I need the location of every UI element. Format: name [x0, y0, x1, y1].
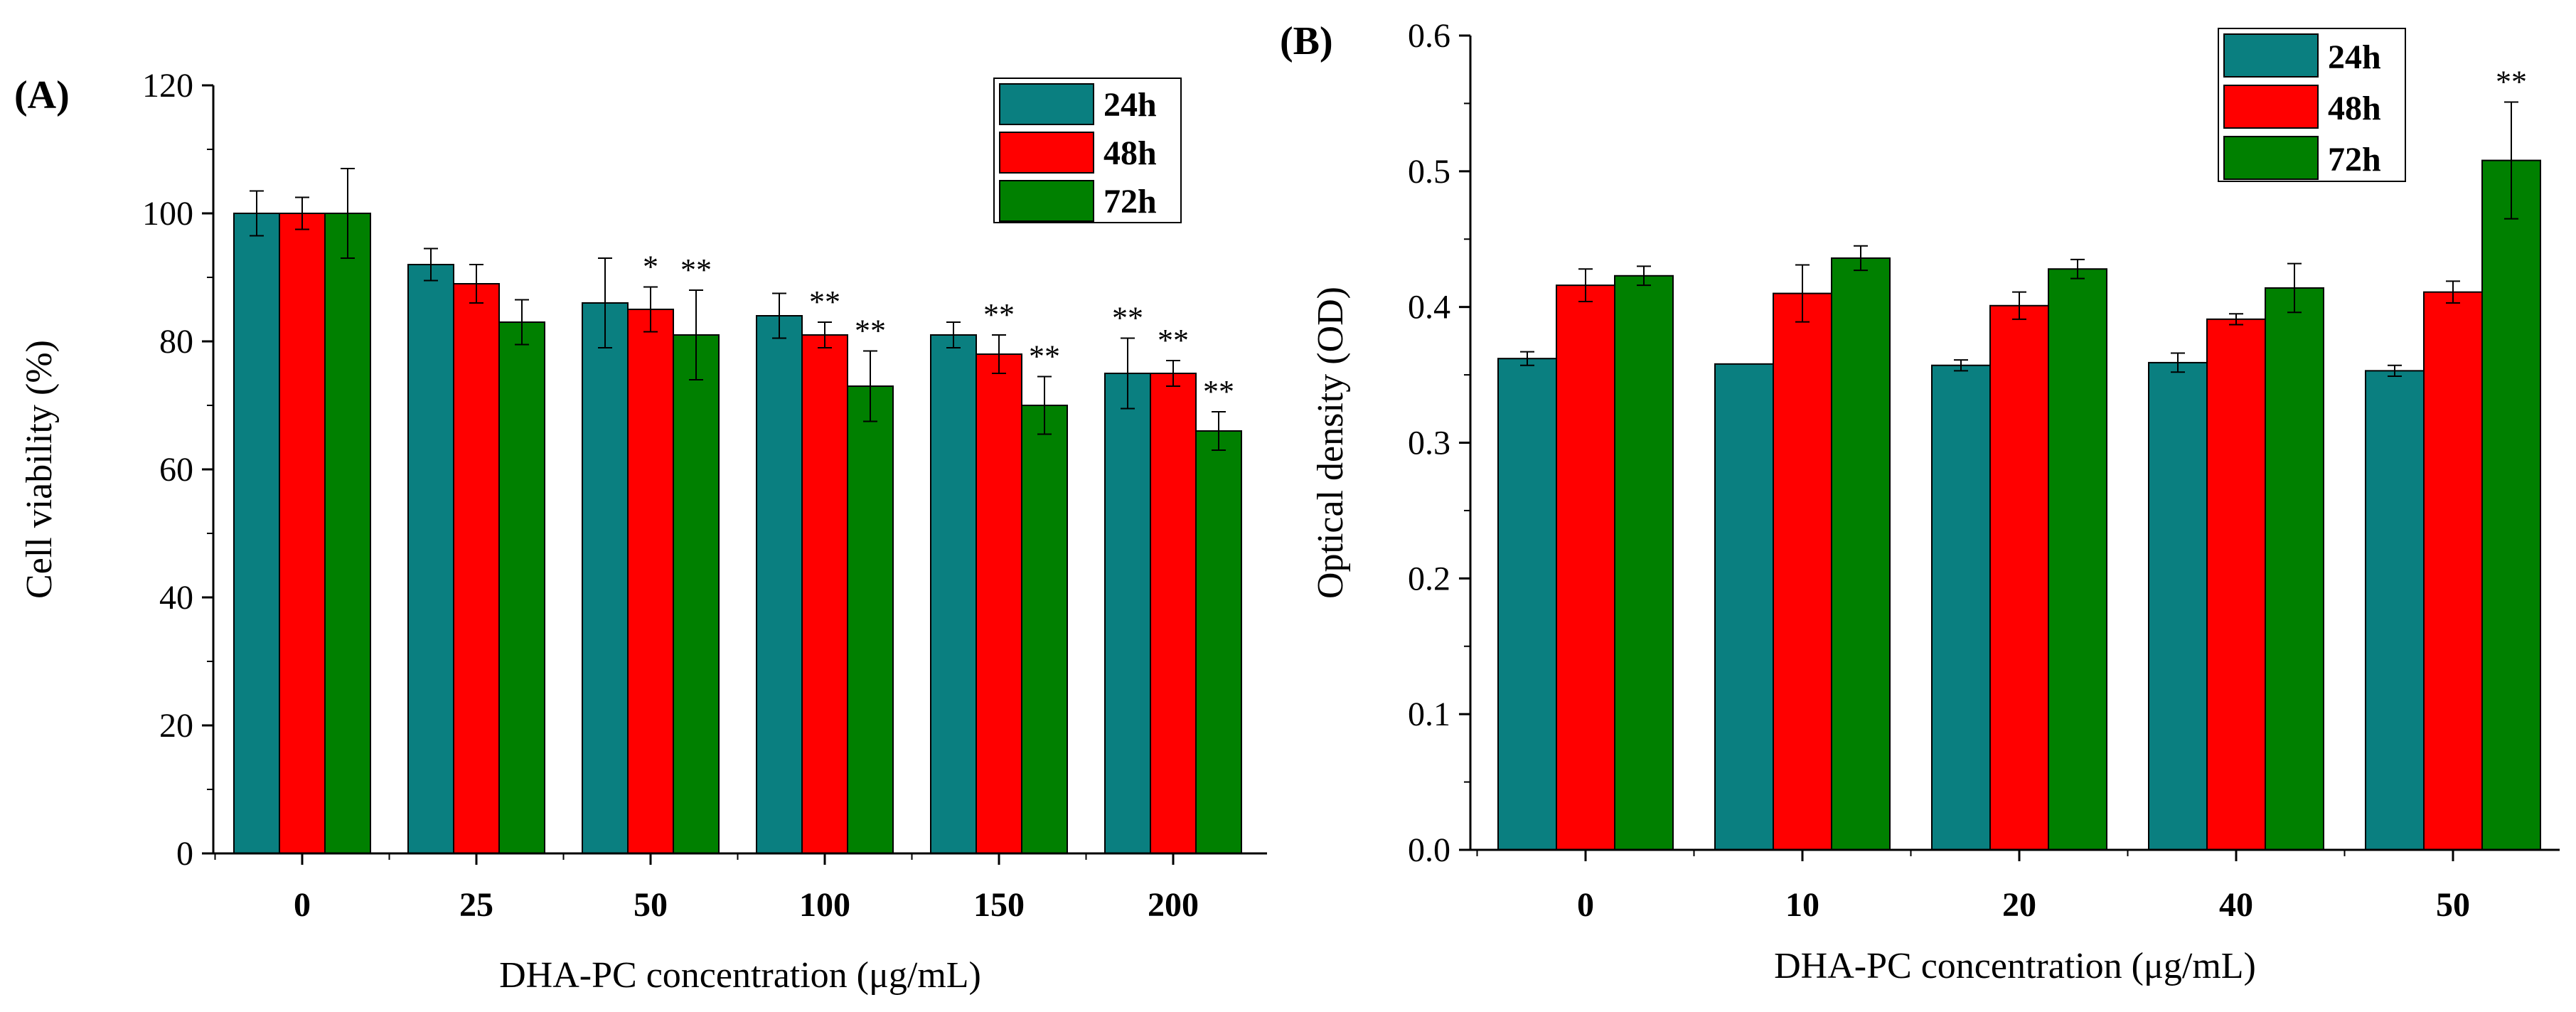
y-tick-label-a-80: 80	[159, 323, 193, 361]
panel-b-chart: (B) ** 0.0 0.1 0.2 0.3 0.4 0.5 0.6 0 10 20 40 50 DHA-…	[1280, 17, 2560, 986]
bar-b-24h-40	[2148, 361, 2208, 851]
y-axis-title-a: Cell viability (%)	[19, 340, 60, 599]
significance-a-72h-200: **	[1203, 374, 1234, 409]
legend-label-b-48h: 48h	[2328, 90, 2381, 127]
significance-a-72h-100: **	[855, 314, 886, 348]
bar-b-48h-20	[1989, 304, 2049, 851]
significance-a-48h-50: *	[643, 250, 658, 284]
bar-a-48h-150	[976, 353, 1022, 854]
y-tick-label-a-60: 60	[159, 451, 193, 489]
significance-a-48h-200: **	[1158, 323, 1189, 358]
significance-a-48h-100: **	[809, 284, 840, 319]
bar-a-24h-150	[930, 334, 977, 854]
legend-label-a-72h: 72h	[1103, 183, 1157, 220]
y-tick-label-b-0.5: 0.5	[1408, 153, 1450, 191]
x-tick-label-a-25: 25	[459, 886, 493, 924]
legend-swatch-a-72h	[999, 180, 1094, 222]
y-tick-label-b-0.1: 0.1	[1408, 696, 1450, 733]
bar-a-72h-25	[498, 321, 545, 854]
bar-a-24h-0	[233, 213, 280, 854]
bar-a-72h-100	[847, 385, 894, 854]
bar-b-48h-0	[1556, 284, 1615, 851]
y-tick-label-a-0: 0	[176, 835, 193, 873]
legend-swatch-a-24h	[999, 83, 1094, 125]
legend-swatch-b-48h	[2223, 85, 2319, 129]
significance-a-72h-150: **	[1029, 339, 1060, 374]
significance-a-72h-50: **	[680, 252, 712, 287]
bar-a-24h-25	[407, 264, 454, 854]
x-tick-label-b-0: 0	[1577, 886, 1594, 924]
legend-swatch-a-48h	[999, 132, 1094, 174]
bar-b-24h-20	[1931, 364, 1991, 851]
y-tick-label-a-20: 20	[159, 707, 193, 745]
x-tick-label-a-100: 100	[799, 886, 850, 924]
panel-a-letter: (A)	[14, 73, 70, 117]
y-tick-label-b-0.3: 0.3	[1408, 425, 1450, 462]
bar-b-72h-50	[2481, 159, 2541, 851]
bar-a-24h-200	[1104, 373, 1151, 854]
bar-a-72h-0	[324, 213, 371, 854]
x-tick-label-b-10: 10	[1785, 886, 1819, 924]
bar-a-48h-0	[279, 213, 326, 854]
y-tick-label-b-0.2: 0.2	[1408, 560, 1450, 597]
y-tick-label-b-0.0: 0.0	[1408, 831, 1450, 869]
bar-a-72h-150	[1021, 405, 1068, 854]
bar-a-72h-200	[1195, 430, 1242, 854]
legend-label-a-24h: 24h	[1103, 86, 1157, 124]
x-tick-label-a-200: 200	[1148, 886, 1199, 924]
x-tick-label-a-0: 0	[294, 886, 311, 924]
panel-b-letter: (B)	[1280, 19, 1333, 63]
legend-label-b-72h: 72h	[2328, 141, 2381, 179]
x-axis-title-a: DHA-PC concentration (μg/mL)	[499, 955, 981, 996]
bar-a-24h-100	[756, 315, 803, 854]
y-tick-label-a-120: 120	[142, 67, 193, 105]
bar-a-48h-25	[453, 283, 500, 854]
bar-b-72h-40	[2265, 287, 2324, 851]
significance-a-24h-200: **	[1112, 301, 1143, 336]
legend-swatch-b-24h	[2223, 33, 2319, 78]
bar-a-48h-100	[801, 334, 848, 854]
bar-b-48h-50	[2423, 291, 2483, 851]
bar-b-24h-10	[1714, 363, 1774, 851]
bar-a-72h-50	[673, 334, 720, 854]
x-tick-label-b-20: 20	[2002, 886, 2036, 924]
bar-b-72h-20	[2048, 268, 2107, 851]
bar-b-72h-10	[1831, 257, 1891, 851]
y-tick-label-b-0.6: 0.6	[1408, 17, 1450, 55]
significance-a-48h-150: **	[983, 297, 1015, 332]
y-axis-title-b: Optical density (OD)	[1310, 287, 1351, 599]
legend-label-b-24h: 24h	[2328, 38, 2381, 76]
significance-b-72h-50: **	[2496, 65, 2527, 100]
x-tick-label-a-50: 50	[634, 886, 668, 924]
x-tick-label-a-150: 150	[973, 886, 1025, 924]
bar-b-48h-10	[1773, 292, 1832, 851]
legend-swatch-b-72h	[2223, 136, 2319, 180]
y-tick-label-a-40: 40	[159, 579, 193, 617]
x-tick-label-b-40: 40	[2219, 886, 2253, 924]
legend-label-a-48h: 48h	[1103, 134, 1157, 172]
bar-b-48h-40	[2206, 318, 2266, 851]
y-tick-label-b-0.4: 0.4	[1408, 289, 1450, 326]
x-tick-label-b-50: 50	[2436, 886, 2470, 924]
bar-b-24h-0	[1497, 358, 1557, 851]
x-axis-title-b: DHA-PC concentration (μg/mL)	[1774, 946, 2256, 986]
bar-a-48h-200	[1150, 373, 1197, 854]
bar-a-24h-50	[582, 302, 629, 854]
bar-a-48h-50	[627, 309, 674, 854]
y-tick-label-a-100: 100	[142, 195, 193, 233]
bar-b-72h-0	[1614, 275, 1674, 851]
bar-b-24h-50	[2365, 370, 2425, 851]
